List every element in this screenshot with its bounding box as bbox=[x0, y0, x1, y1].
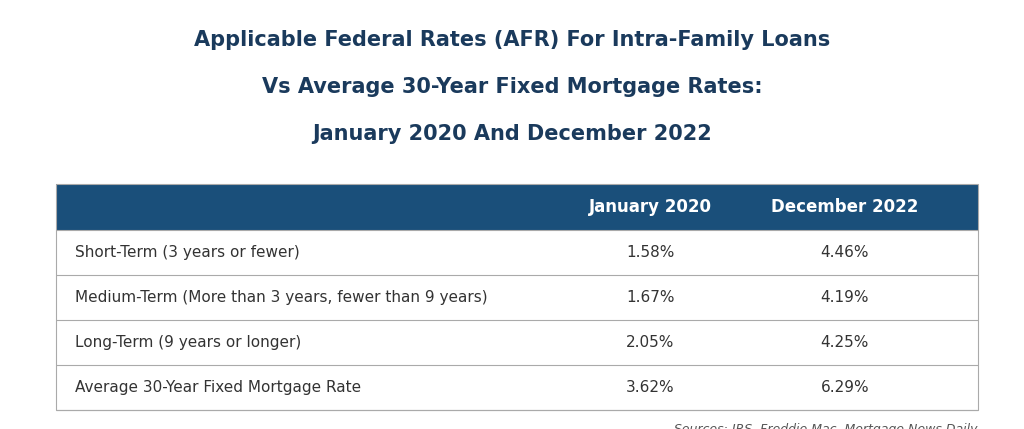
FancyBboxPatch shape bbox=[56, 320, 978, 365]
Text: 2.05%: 2.05% bbox=[626, 335, 675, 350]
Text: Vs Average 30-Year Fixed Mortgage Rates:: Vs Average 30-Year Fixed Mortgage Rates: bbox=[262, 77, 762, 97]
FancyBboxPatch shape bbox=[56, 275, 978, 320]
Text: 4.25%: 4.25% bbox=[820, 335, 869, 350]
Text: 6.29%: 6.29% bbox=[820, 380, 869, 395]
Text: January 2020: January 2020 bbox=[589, 198, 712, 216]
FancyBboxPatch shape bbox=[56, 184, 978, 230]
Text: 4.19%: 4.19% bbox=[820, 290, 869, 305]
Text: December 2022: December 2022 bbox=[771, 198, 919, 216]
Text: 4.46%: 4.46% bbox=[820, 245, 869, 260]
Text: Medium-Term (More than 3 years, fewer than 9 years): Medium-Term (More than 3 years, fewer th… bbox=[75, 290, 487, 305]
Text: 1.67%: 1.67% bbox=[626, 290, 675, 305]
Text: Long-Term (9 years or longer): Long-Term (9 years or longer) bbox=[75, 335, 301, 350]
Text: Average 30-Year Fixed Mortgage Rate: Average 30-Year Fixed Mortgage Rate bbox=[75, 380, 360, 395]
Text: January 2020 And December 2022: January 2020 And December 2022 bbox=[312, 124, 712, 145]
Text: Short-Term (3 years or fewer): Short-Term (3 years or fewer) bbox=[75, 245, 299, 260]
Text: Sources: IRS, Freddie Mac, Mortgage News Daily: Sources: IRS, Freddie Mac, Mortgage News… bbox=[675, 423, 978, 429]
Text: 1.58%: 1.58% bbox=[626, 245, 675, 260]
FancyBboxPatch shape bbox=[56, 365, 978, 410]
Text: Applicable Federal Rates (AFR) For Intra-Family Loans: Applicable Federal Rates (AFR) For Intra… bbox=[194, 30, 830, 50]
Text: 3.62%: 3.62% bbox=[626, 380, 675, 395]
FancyBboxPatch shape bbox=[56, 230, 978, 275]
